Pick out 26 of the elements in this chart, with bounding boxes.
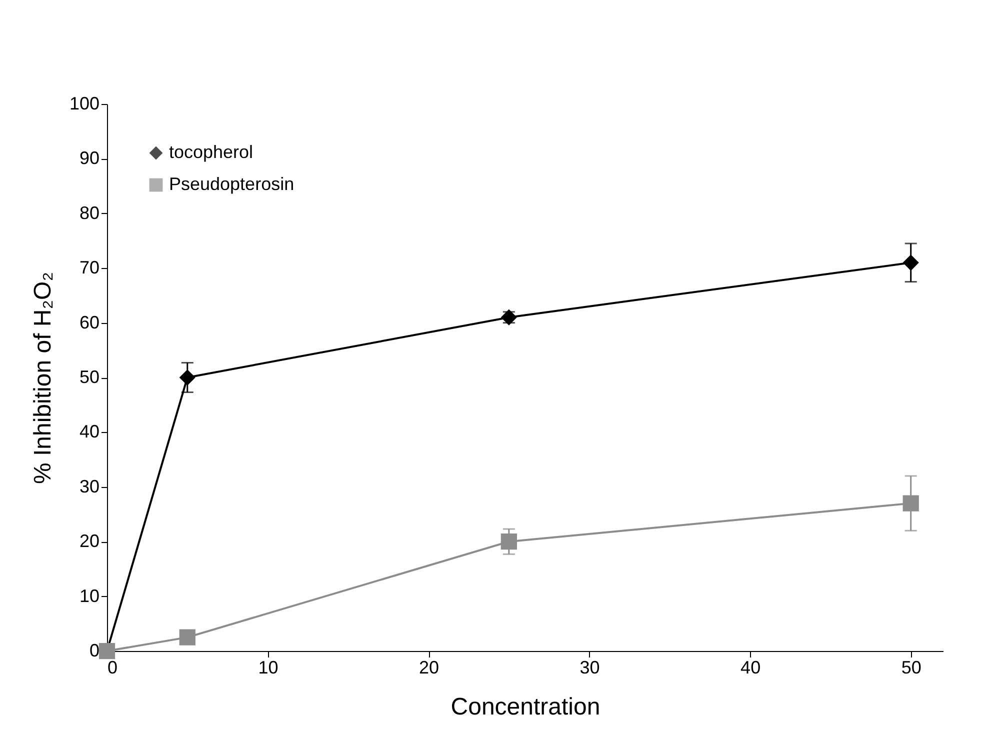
- y-tick-label: 0: [89, 640, 100, 660]
- x-tick-label: 20: [419, 658, 440, 678]
- point: [902, 495, 919, 512]
- point: [179, 629, 196, 646]
- y-tick-label: 10: [79, 586, 100, 606]
- x-tick-label: 0: [108, 658, 118, 678]
- y-tick-label: 70: [79, 258, 100, 278]
- point: [179, 369, 196, 386]
- y-tick-label: 100: [69, 94, 100, 114]
- legend-label: tocopherol: [169, 142, 254, 162]
- x-tick-label: 30: [580, 658, 600, 678]
- y-tick-label: 90: [79, 148, 100, 168]
- y-tick-label: 60: [79, 312, 100, 332]
- y-tick-label: 40: [79, 422, 100, 442]
- x-tick-label: 10: [258, 658, 278, 678]
- y-tick-label: 50: [79, 367, 100, 387]
- point: [902, 254, 919, 271]
- x-tick-label: 50: [901, 658, 922, 678]
- legend-label: Pseudopterosin: [169, 174, 294, 194]
- point: [500, 534, 517, 550]
- x-tick-label: 40: [740, 658, 761, 678]
- y-axis-title: % Inhibition of H₂O₂: [29, 272, 56, 484]
- y-tick-label: 80: [79, 202, 100, 223]
- x-axis-title: Concentration: [450, 694, 600, 720]
- y-tick-label: 20: [79, 531, 100, 552]
- y-tick-label: 30: [79, 476, 100, 496]
